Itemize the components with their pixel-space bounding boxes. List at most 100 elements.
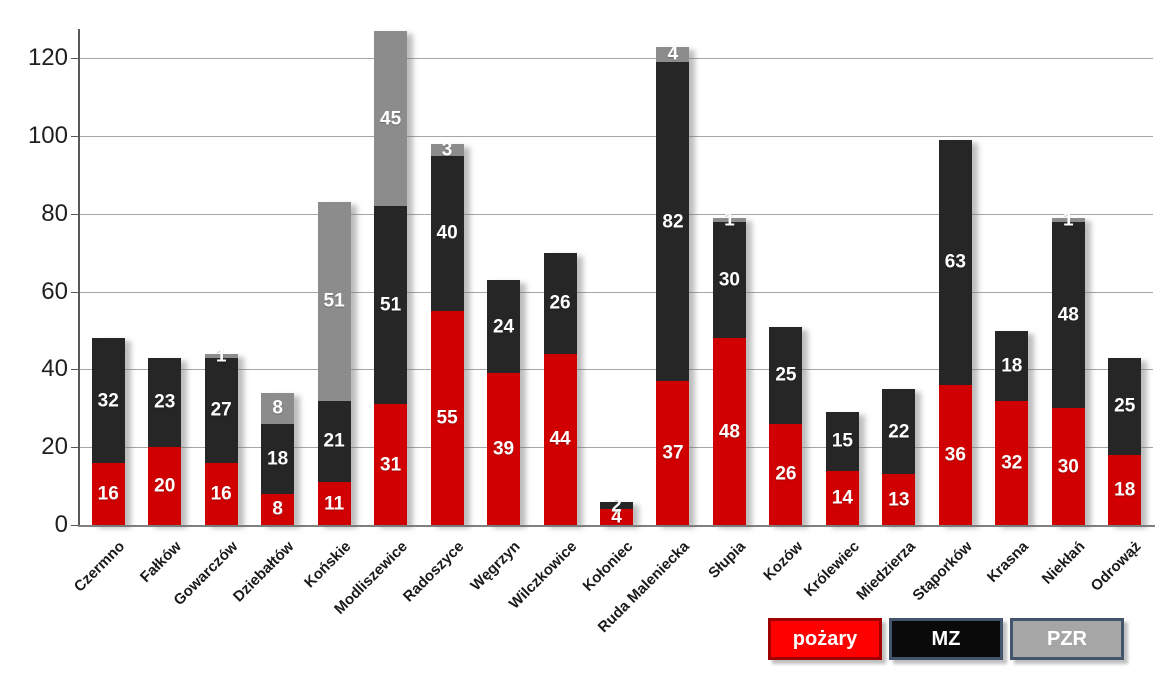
bar-value-label: 39 <box>492 438 515 460</box>
segment-MZ <box>769 326 803 424</box>
bar-value-label: 4 <box>611 506 622 528</box>
bar-value-label: 20 <box>154 475 176 497</box>
bar-value-label: 30 <box>1057 456 1079 478</box>
bar-value-label: 1 <box>215 345 227 367</box>
segment-pożary <box>600 509 633 525</box>
bar-Słupia <box>712 217 746 525</box>
segment-PZR <box>317 202 351 401</box>
bar-value-label: 23 <box>154 391 176 413</box>
bar-Gowarczów <box>204 353 238 525</box>
category-label: Miedzierza <box>853 538 919 604</box>
category-label: Kołoniec <box>579 538 637 595</box>
segment-MZ <box>374 206 408 405</box>
legend-item-MZ: MZ <box>889 618 1003 660</box>
segment-pożary <box>487 373 521 525</box>
segment-pożary <box>769 423 803 525</box>
bar-value-label: 82 <box>662 211 684 233</box>
gridline <box>80 213 1153 215</box>
segment-pożary <box>430 311 464 525</box>
category-label: Czermno <box>70 538 129 596</box>
segment-MZ <box>600 501 633 510</box>
bar-Miedzierza <box>882 388 916 525</box>
bar-value-label: 14 <box>831 487 853 509</box>
category-label: Fałków <box>136 538 185 586</box>
bar-value-label: 31 <box>380 454 402 476</box>
y-axis-line <box>78 29 80 527</box>
bar-value-label: 48 <box>718 421 741 443</box>
bar-value-label: 18 <box>267 448 289 470</box>
bar-Fałków <box>148 357 182 525</box>
bar-value-label: 8 <box>272 397 283 419</box>
segment-pożary <box>204 462 238 525</box>
bar-value-label: 15 <box>831 430 853 452</box>
segment-PZR <box>712 217 746 222</box>
bar-value-label: 44 <box>549 428 571 450</box>
bar-value-label: 55 <box>436 407 458 429</box>
segment-MZ <box>938 139 972 385</box>
segment-MZ <box>148 357 182 448</box>
bar-Wilczkowice <box>543 252 577 525</box>
segment-pożary <box>656 381 690 525</box>
axis-tick <box>71 525 78 526</box>
axis-tick <box>71 58 78 60</box>
segment-MZ <box>995 330 1029 401</box>
bar-value-label: 3 <box>441 139 453 161</box>
bar-value-label: 48 <box>1057 304 1079 326</box>
bar-value-label: 40 <box>436 222 458 244</box>
bar-value-label: 36 <box>944 444 966 466</box>
segment-pożary <box>1108 454 1142 525</box>
legend-label: MZ <box>931 627 961 650</box>
bar-Krasna <box>995 330 1029 525</box>
segment-MZ <box>543 252 577 354</box>
bar-value-label: 2 <box>611 495 622 517</box>
category-label: Krasna <box>983 538 1032 586</box>
segment-pożary <box>543 353 577 525</box>
legend-label: PZR <box>1047 627 1087 650</box>
bar-Kozów <box>769 326 803 525</box>
bar-value-label: 32 <box>1001 452 1023 474</box>
bar-value-label: 51 <box>323 290 345 312</box>
segment-MZ <box>317 400 351 483</box>
bar-value-label: 25 <box>775 364 797 386</box>
gridline <box>80 447 1153 449</box>
segment-PZR <box>656 46 690 63</box>
y-axis-tick-label: 20 <box>41 433 68 461</box>
legend-item-PZR: PZR <box>1010 618 1124 660</box>
gridline <box>80 291 1153 293</box>
gridline <box>80 369 1153 371</box>
segment-PZR <box>430 143 464 156</box>
bar-value-label: 1 <box>1062 209 1074 231</box>
bar-value-label: 30 <box>718 269 741 291</box>
y-axis-tick-label: 60 <box>41 277 68 305</box>
segment-PZR <box>1051 217 1085 222</box>
legend-label: pożary <box>792 627 858 650</box>
bar-value-label: 45 <box>380 108 402 130</box>
axis-tick <box>71 213 78 215</box>
bar-Radoszyce <box>430 143 464 525</box>
segment-MZ <box>825 412 859 471</box>
segment-pożary <box>1051 408 1085 525</box>
segment-MZ <box>1108 357 1142 455</box>
legend-item-pożary: pożary <box>768 618 882 660</box>
segment-pożary <box>995 400 1029 525</box>
bar-Węgrzyn <box>487 279 521 525</box>
axis-tick <box>71 447 78 449</box>
bar-value-label: 25 <box>1114 395 1136 417</box>
y-axis-tick-label: 0 <box>54 511 68 538</box>
bar-value-label: 18 <box>1114 479 1136 501</box>
bar-value-label: 1 <box>724 209 735 231</box>
chart-legend: pożary MZ PZR <box>768 618 1124 660</box>
segment-pożary <box>91 462 125 525</box>
axis-tick <box>71 369 78 371</box>
bar-Czermno <box>91 338 125 525</box>
category-label: Słupia <box>705 538 750 582</box>
segment-MZ <box>1051 221 1085 409</box>
segment-MZ <box>487 279 521 374</box>
segment-PZR <box>261 392 295 424</box>
bar-value-label: 22 <box>888 421 910 443</box>
bar-value-label: 51 <box>380 294 402 316</box>
y-axis-tick-label: 100 <box>27 122 68 150</box>
segment-MZ <box>882 388 916 475</box>
segment-MZ <box>91 338 125 463</box>
